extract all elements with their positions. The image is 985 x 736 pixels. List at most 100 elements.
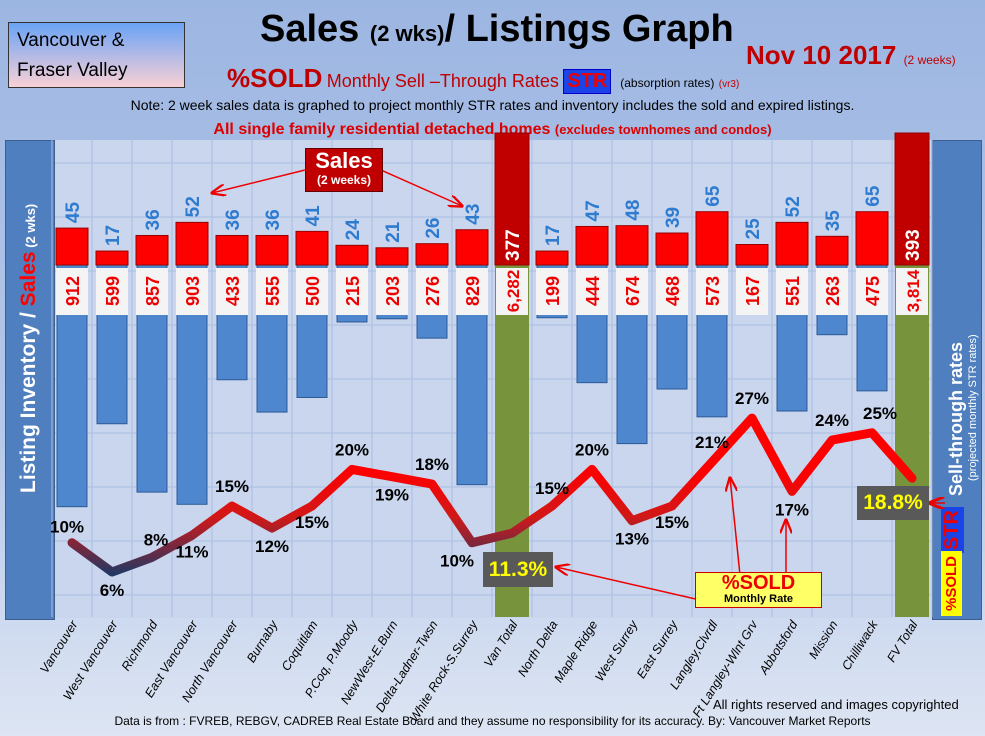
listings-value-label: 857 xyxy=(143,276,163,306)
sales-value-label: 35 xyxy=(823,210,844,232)
listings-value-label: 276 xyxy=(423,276,443,306)
sales-bar xyxy=(255,234,289,266)
subtitle-sold: %SOLD xyxy=(227,63,323,93)
category-label: North Delta xyxy=(515,618,560,679)
van-total-str-box: 11.3% xyxy=(483,552,553,587)
sales-value-label: 36 xyxy=(223,209,244,230)
str-value-label: 19% xyxy=(375,486,409,505)
str-value-label: 18% xyxy=(415,455,449,474)
listings-label-box xyxy=(736,268,768,315)
sales-bar xyxy=(815,235,849,266)
region-line-1: Vancouver & xyxy=(17,30,125,51)
sales-bar xyxy=(575,225,609,266)
sales-value-label: 41 xyxy=(303,205,324,227)
right-axis-panel: Sell-through rates (projected monthly ST… xyxy=(932,140,982,620)
sales-value-label: 25 xyxy=(743,218,764,240)
str-value-label: 11% xyxy=(175,542,208,561)
sales-value-label: 21 xyxy=(383,221,404,243)
listings-label-box xyxy=(416,268,448,315)
str-value-label: 12% xyxy=(255,537,289,556)
str-value-label: 21% xyxy=(695,433,729,452)
sales-value-label: 24 xyxy=(343,219,364,241)
sales-bar xyxy=(175,221,209,266)
scope-main: All single family residential detached h… xyxy=(213,121,555,138)
fv-total-str-box: 18.8% xyxy=(857,486,929,520)
sales-value-label: 39 xyxy=(663,207,684,228)
sales-bar xyxy=(415,243,449,266)
str-value-label: 24% xyxy=(815,411,849,430)
category-label: Abbotsford xyxy=(756,617,801,677)
str-line xyxy=(67,413,917,577)
sales-value-label: 393 xyxy=(903,229,924,261)
sales-value-label: 52 xyxy=(783,196,804,217)
region-box: Vancouver & Fraser Valley xyxy=(8,22,185,88)
listings-value-label: 6,282 xyxy=(504,270,523,313)
str-value-label: 10% xyxy=(50,518,84,537)
str-value-label: 15% xyxy=(655,513,689,532)
listings-value-label: 912 xyxy=(63,276,83,306)
listings-value-label: 3,814 xyxy=(904,269,923,312)
str-value-label: 10% xyxy=(440,552,474,571)
listings-label-box xyxy=(56,268,88,315)
str-value-label: 13% xyxy=(615,530,649,549)
listings-value-label: 444 xyxy=(583,276,603,306)
callout-arrow xyxy=(380,169,462,206)
sales-bar xyxy=(735,244,769,266)
listings-label-box xyxy=(856,268,888,315)
category-label: Mission xyxy=(806,618,840,661)
listings-label-box xyxy=(96,268,128,315)
scope-note: (excludes townhomes and condos) xyxy=(554,122,772,137)
str-value-label: 25% xyxy=(863,404,897,423)
str-value-label: 17% xyxy=(775,500,809,519)
sales-bar xyxy=(95,250,129,266)
title-sales: Sales xyxy=(260,8,370,50)
region-line-2: Fraser Valley xyxy=(17,60,128,81)
listings-value-label: 903 xyxy=(183,276,203,306)
listings-value-label: 599 xyxy=(103,276,123,306)
sales-callout-title: Sales xyxy=(315,148,373,173)
sales-value-label: 45 xyxy=(63,202,84,224)
listings-label-box xyxy=(536,268,568,315)
listings-value-label: 829 xyxy=(463,276,483,306)
listings-value-label: 551 xyxy=(783,276,803,306)
date-text: Nov 10 2017 xyxy=(746,40,897,70)
listings-value-label: 573 xyxy=(703,276,723,306)
str-value-label: 20% xyxy=(575,440,609,459)
listings-label-box xyxy=(776,268,808,315)
sales-value-label: 377 xyxy=(503,229,524,261)
listings-value-label: 468 xyxy=(663,276,683,306)
note-text: Note: 2 week sales data is graphed to pr… xyxy=(130,97,855,113)
sales-bar xyxy=(135,234,169,266)
sold-callout-title: %SOLD xyxy=(721,572,796,594)
category-label: Richmond xyxy=(119,617,161,673)
str-value-label: 15% xyxy=(215,477,249,496)
listings-label-box xyxy=(496,268,528,315)
source-text: Data is from : FVREB, REBGV, CADREB Real… xyxy=(114,714,871,728)
listings-label-box xyxy=(336,268,368,315)
category-label: Burnaby xyxy=(244,618,281,666)
category-label: Chilliwack xyxy=(839,618,881,673)
total-listings-bar xyxy=(895,265,929,617)
sales-bar xyxy=(455,229,489,266)
sales-bar xyxy=(695,211,729,266)
title-period: (2 wks) xyxy=(369,21,445,46)
listings-value-label: 215 xyxy=(343,276,363,306)
listings-value-label: 555 xyxy=(263,276,283,306)
sold-callout: %SOLD Monthly Rate xyxy=(695,572,822,608)
sales-value-label: 43 xyxy=(463,204,484,225)
copyright-text: All rights reserved and images copyright… xyxy=(713,697,959,712)
left-axis-panel: Listing Inventory / Sales (2 wks) xyxy=(5,140,55,620)
sales-bar xyxy=(215,234,249,266)
sales-value-label: 36 xyxy=(263,209,284,230)
sales-bar xyxy=(375,247,409,266)
str-value-label: 8% xyxy=(144,530,169,549)
listings-value-label: 433 xyxy=(223,276,243,306)
sales-bar xyxy=(855,211,889,266)
sales-bar xyxy=(615,225,649,266)
category-label: Coquitlam xyxy=(279,618,321,673)
listings-label-box xyxy=(896,268,928,315)
category-label: Vancouver xyxy=(37,617,81,675)
sales-bar xyxy=(535,250,569,266)
